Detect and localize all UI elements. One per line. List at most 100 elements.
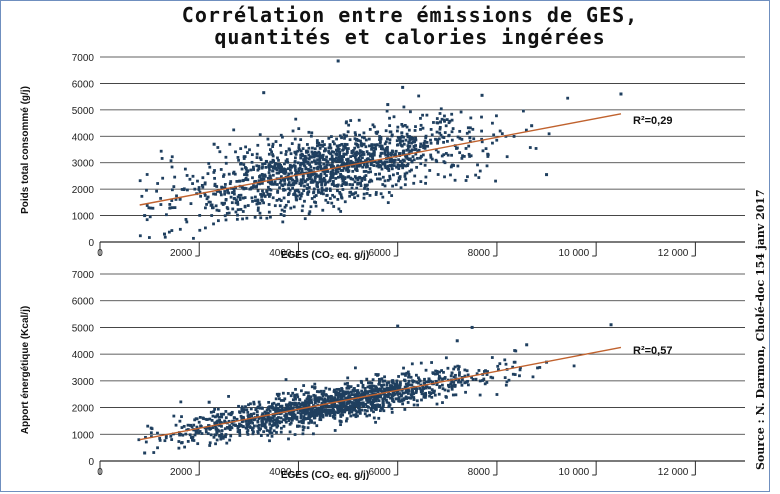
data-point	[435, 130, 439, 134]
data-point	[297, 127, 301, 131]
data-point	[485, 373, 489, 376]
data-point	[417, 148, 421, 152]
data-point	[389, 396, 392, 400]
data-point	[330, 156, 334, 160]
data-point	[275, 168, 279, 171]
data-point	[261, 165, 264, 169]
data-point	[352, 388, 356, 392]
data-point	[351, 169, 355, 173]
data-point	[340, 405, 344, 409]
data-point	[471, 127, 475, 131]
data-point	[151, 206, 155, 210]
data-point	[301, 403, 305, 407]
data-point	[267, 210, 271, 214]
data-point	[163, 235, 167, 239]
data-point	[400, 135, 404, 138]
data-point	[246, 204, 250, 207]
data-point	[371, 398, 375, 402]
data-point	[385, 400, 389, 404]
data-point	[273, 182, 277, 186]
data-point	[368, 158, 372, 162]
data-point	[428, 394, 431, 398]
data-point	[356, 194, 360, 198]
data-point	[289, 183, 293, 187]
data-point	[292, 409, 296, 413]
data-point	[219, 437, 223, 441]
data-point	[518, 374, 521, 378]
data-point	[242, 408, 246, 411]
data-point	[175, 194, 178, 198]
data-point	[285, 158, 289, 161]
y-tick-label: 7000	[72, 53, 95, 64]
data-point	[385, 398, 388, 402]
data-point	[359, 181, 363, 185]
data-point	[191, 182, 194, 185]
data-point	[362, 153, 366, 156]
data-point	[182, 424, 186, 428]
data-point	[245, 408, 249, 412]
y-tick-label: 4000	[72, 350, 95, 361]
data-point	[380, 385, 384, 389]
data-point	[261, 189, 264, 193]
data-point	[170, 229, 174, 232]
data-point	[192, 439, 196, 442]
data-point	[349, 385, 353, 389]
data-point	[213, 169, 216, 172]
data-point	[315, 151, 319, 155]
data-point	[342, 408, 346, 412]
data-point	[354, 138, 358, 142]
data-point	[268, 409, 272, 413]
data-point	[292, 164, 296, 167]
data-point	[283, 418, 287, 422]
data-point	[236, 202, 240, 206]
data-point	[233, 172, 237, 176]
data-point	[356, 389, 360, 392]
data-point	[279, 169, 283, 172]
data-point	[235, 179, 239, 183]
data-point	[393, 386, 397, 390]
data-point	[265, 408, 269, 412]
data-point	[252, 430, 255, 434]
data-point	[347, 394, 351, 398]
data-point	[309, 174, 313, 178]
data-point	[240, 417, 244, 421]
data-point	[355, 402, 359, 406]
data-point	[408, 169, 412, 173]
data-point	[222, 173, 226, 177]
data-point	[406, 144, 410, 148]
data-point	[256, 206, 260, 210]
data-point	[198, 415, 202, 419]
data-point	[358, 408, 361, 412]
data-point	[396, 125, 400, 129]
data-point	[318, 143, 322, 147]
data-point	[236, 426, 240, 430]
data-point	[451, 393, 455, 397]
data-point	[253, 195, 257, 199]
data-point	[313, 421, 316, 425]
data-point	[388, 403, 392, 407]
data-point	[330, 150, 334, 154]
data-point	[364, 145, 368, 149]
data-point	[392, 115, 396, 119]
data-point	[480, 137, 484, 141]
data-point	[318, 159, 322, 162]
data-point	[227, 412, 231, 416]
data-point	[377, 395, 380, 399]
data-point	[353, 175, 357, 178]
data-point	[438, 370, 442, 374]
x-tick-label: 0	[97, 248, 103, 259]
data-point	[461, 154, 464, 158]
data-point	[435, 121, 439, 125]
data-point	[449, 382, 453, 386]
data-point	[354, 366, 357, 370]
data-point	[258, 211, 262, 215]
data-point	[480, 93, 484, 97]
data-point	[457, 367, 460, 371]
data-point	[333, 142, 336, 146]
data-point	[323, 183, 327, 187]
data-point	[219, 193, 223, 197]
data-point	[354, 409, 358, 413]
data-point	[411, 389, 415, 393]
data-point	[223, 214, 227, 218]
data-point	[346, 390, 350, 394]
